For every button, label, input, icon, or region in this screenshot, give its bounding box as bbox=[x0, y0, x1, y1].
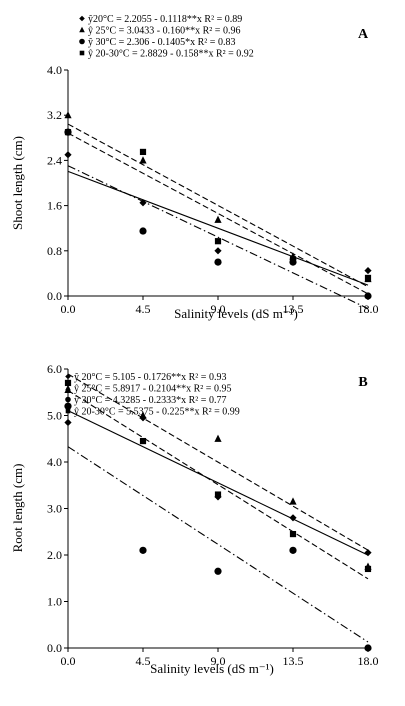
panel-a-legend-entry: ŷ 20-30°C = 2.8829 - 0.158**x R² = 0.92 bbox=[88, 49, 254, 60]
panel-b-data-point bbox=[139, 546, 147, 554]
panel-b-data-point bbox=[289, 546, 297, 554]
panel-a-x-tick-label: 9.0 bbox=[211, 302, 226, 316]
panel-a-data-point bbox=[139, 156, 147, 164]
panel-b-y-tick-label: 2.0 bbox=[47, 548, 62, 562]
panel-b-data-point bbox=[214, 491, 222, 498]
panel-a-data-point bbox=[214, 215, 222, 223]
panel-a-x-axis-label: Salinity levels (dS m⁻¹) bbox=[174, 306, 298, 321]
panel-b-data-point bbox=[289, 497, 297, 505]
panel-a-data-point bbox=[64, 111, 72, 119]
panel-b-data-point bbox=[289, 530, 297, 538]
panel-b-y-tick-label: 6.0 bbox=[47, 362, 62, 376]
panel-a-data-point bbox=[289, 256, 297, 263]
panel-a-data-point bbox=[214, 238, 222, 245]
panel-b-y-tick-label: 1.0 bbox=[47, 595, 62, 609]
panel-b-y-tick-label: 5.0 bbox=[47, 409, 62, 423]
panel-b-data-point bbox=[64, 385, 72, 394]
panel-b-regression-line bbox=[67, 446, 369, 643]
panel-b-legend-entry: ŷ 20-30°C = 5.5375 - 0.225**x R² = 0.99 bbox=[74, 407, 240, 418]
panel-a-data-point bbox=[364, 274, 372, 282]
panel-a-legend-marker bbox=[79, 38, 85, 45]
panel-a-legend-marker bbox=[79, 26, 85, 33]
panel-a-regression-line bbox=[67, 170, 369, 286]
panel-a-regression-line bbox=[67, 165, 369, 310]
panel-a-regression-line bbox=[67, 123, 369, 288]
panel-a-data-point bbox=[364, 266, 372, 275]
panel-a-y-tick-label: 3.2 bbox=[47, 108, 62, 122]
panel-a-data-point bbox=[214, 258, 222, 266]
panel-a-data-point bbox=[139, 227, 147, 235]
panel-a-label: A bbox=[358, 27, 369, 42]
panel-a-legend-entry: ŷ 30°C = 2.306 - 0.1405*x R² = 0.83 bbox=[88, 37, 235, 48]
panel-b-label: B bbox=[358, 375, 367, 390]
panel-b-x-tick-label: 0.0 bbox=[61, 654, 76, 668]
panel-b-legend-entry: ŷ 20°C = 5.105 - 0.1726**x R² = 0.93 bbox=[74, 372, 226, 383]
panel-b-data-point bbox=[364, 565, 372, 573]
panel-b-data-point bbox=[289, 514, 297, 522]
panel-a-regression-line bbox=[67, 132, 369, 295]
panel-b-data-point bbox=[214, 434, 222, 442]
panel-a-y-axis-label: Shoot length (cm) bbox=[10, 136, 25, 230]
panel-b-x-tick-label: 13.5 bbox=[283, 654, 304, 668]
panel-a-y-tick-label: 0.0 bbox=[47, 289, 62, 303]
panel-a-data-point bbox=[364, 292, 372, 300]
panel-a-data-point bbox=[214, 247, 222, 255]
panel-b-y-tick-label: 4.0 bbox=[47, 455, 62, 469]
panel-a-legend-marker bbox=[79, 50, 85, 56]
panel-a-y-tick-label: 0.8 bbox=[47, 244, 62, 258]
panel-b-y-axis-label: Root length (cm) bbox=[10, 464, 25, 553]
panel-a-x-tick-label: 0.0 bbox=[61, 302, 76, 316]
panel-b-y-tick-label: 3.0 bbox=[47, 502, 62, 516]
panel-b-data-point bbox=[214, 567, 222, 575]
panel-b-data-point bbox=[64, 402, 72, 410]
panel-b-data-point bbox=[64, 418, 72, 427]
panel-b-y-tick-label: 0.0 bbox=[47, 641, 62, 655]
panel-b-regression-line bbox=[67, 390, 369, 580]
panel-a-data-point bbox=[64, 151, 72, 159]
panel-b-data-point bbox=[139, 411, 147, 419]
panel-a-legend-entry: ŷ 25°C = 3.0433 - 0.160**x R² = 0.96 bbox=[88, 26, 240, 37]
panel-a-x-tick-label: 4.5 bbox=[136, 302, 151, 316]
panel-b-x-tick-label: 18.0 bbox=[358, 654, 379, 668]
panel-a-data-point bbox=[139, 148, 147, 156]
panel-a-data-point bbox=[64, 129, 72, 136]
panel-b-data-point bbox=[64, 379, 72, 387]
panel-b-regression-line bbox=[67, 410, 369, 556]
panel-a-y-tick-label: 1.6 bbox=[47, 199, 62, 213]
panel-b-data-point bbox=[139, 437, 147, 445]
panel-b-x-tick-label: 4.5 bbox=[136, 654, 151, 668]
panel-a-x-tick-label: 18.0 bbox=[358, 302, 379, 316]
panel-a-y-tick-label: 2.4 bbox=[47, 153, 62, 167]
panel-b-legend-entry: ŷ 25°C = 5.8917 - 0.2104**x R² = 0.95 bbox=[74, 384, 231, 395]
panel-a-data-point bbox=[139, 199, 147, 207]
panel-a-y-tick-label: 4.0 bbox=[47, 63, 62, 77]
panel-b-x-tick-label: 9.0 bbox=[211, 654, 226, 668]
panel-a-legend-entry: ŷ20°C = 2.2055 - 0.1118**x R² = 0.89 bbox=[88, 14, 242, 25]
panel-b-data-point bbox=[364, 549, 372, 557]
panel-b-x-axis-label: Salinity levels (dS m⁻¹) bbox=[150, 661, 274, 676]
panel-b-regression-line bbox=[67, 373, 369, 551]
panel-b-legend-entry: ŷ 30°C = 4.3285 - 0.2333*x R² = 0.77 bbox=[74, 395, 226, 406]
panel-a-legend-marker bbox=[79, 15, 85, 22]
panel-b-data-point bbox=[364, 644, 372, 652]
panel-a-x-tick-label: 13.5 bbox=[283, 302, 304, 316]
